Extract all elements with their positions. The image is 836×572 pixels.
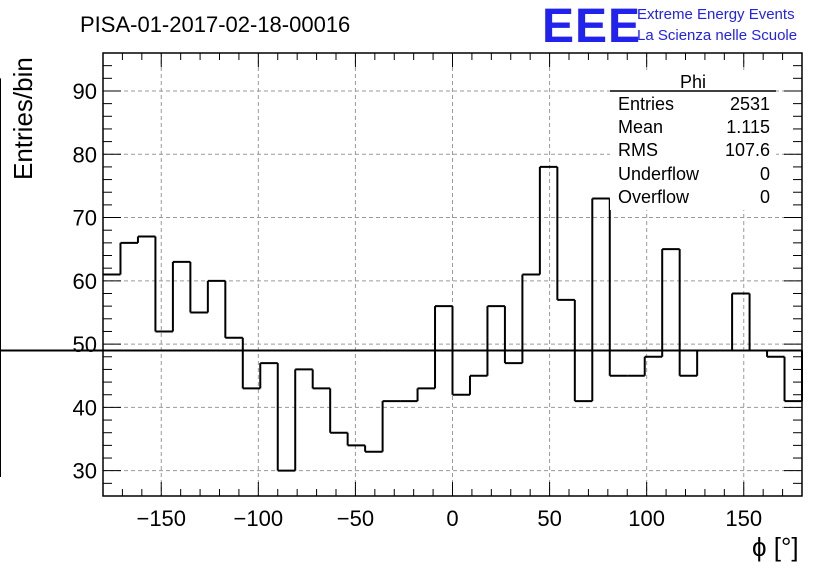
x-tick-label: 100: [628, 506, 665, 531]
y-tick-label: 70: [73, 206, 97, 231]
x-tick-label: −50: [337, 506, 374, 531]
stats-overflow-value: 0: [760, 187, 770, 207]
stats-rms-label: RMS: [618, 140, 658, 160]
y-tick-label: 60: [73, 269, 97, 294]
stats-name: Phi: [680, 72, 706, 92]
y-tick-label: 40: [73, 395, 97, 420]
histogram-step-line: [0, 78, 803, 478]
stats-underflow-value: 0: [760, 164, 770, 184]
stats-box-background: [610, 70, 776, 210]
logo-line-1: Extreme Energy Events: [637, 6, 795, 23]
stats-entries-value: 2531: [730, 94, 770, 114]
x-axis-label: ϕ [°]: [752, 532, 799, 562]
x-tick-label: 0: [446, 506, 458, 531]
y-tick-label: 30: [73, 459, 97, 484]
logo-mark: EEE: [542, 0, 641, 53]
y-tick-label: 50: [73, 332, 97, 357]
x-tick-label: 50: [537, 506, 561, 531]
stats-box: Phi Entries 2531 Mean 1.115 RMS 107.6 Un…: [610, 70, 776, 210]
x-tick-label: 150: [725, 506, 762, 531]
logo-line-2: La Scienza nelle Scuole: [637, 27, 797, 44]
y-tick-label: 90: [73, 79, 97, 104]
stats-mean-value: 1.115: [726, 117, 770, 137]
stats-underflow-label: Underflow: [618, 164, 700, 184]
stats-mean-label: Mean: [618, 117, 663, 137]
stats-entries-label: Entries: [618, 94, 674, 114]
stats-overflow-label: Overflow: [618, 187, 690, 207]
x-tick-label: −100: [234, 506, 284, 531]
x-tick-label: −150: [136, 506, 186, 531]
chart-title: PISA-01-2017-02-18-00016: [80, 12, 350, 37]
eee-logo: EEE Extreme Energy Events La Scienza nel…: [542, 0, 797, 53]
y-axis-label: Entries/bin: [8, 57, 38, 180]
y-tick-label: 80: [73, 142, 97, 167]
axes: −150 −100 −50 0 50 100 150 30 40 50 60 70 80 90: [73, 52, 803, 531]
stats-rms-value: 107.6: [725, 140, 770, 160]
